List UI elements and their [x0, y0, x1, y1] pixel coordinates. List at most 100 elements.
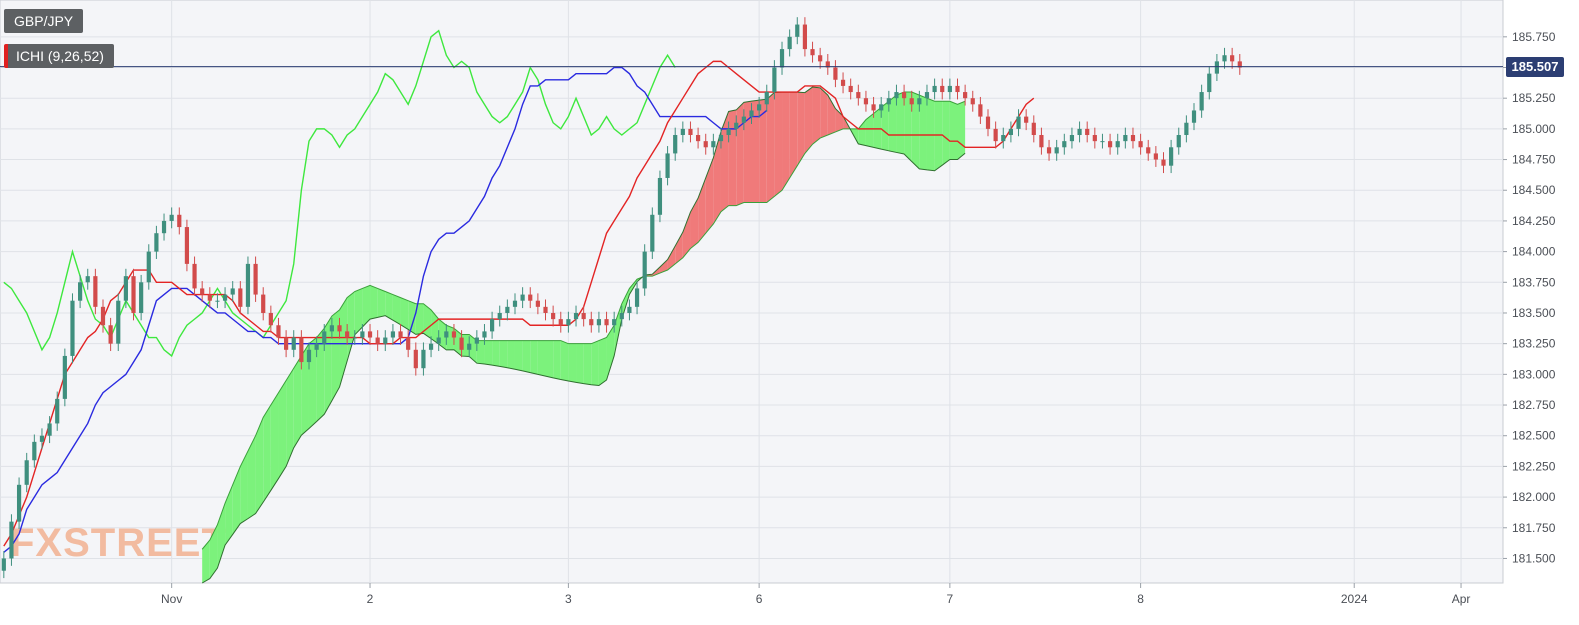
- candle-body: [795, 24, 800, 37]
- candle: [16, 477, 22, 529]
- candle-body: [360, 331, 365, 338]
- candle: [909, 90, 914, 112]
- candle: [1024, 109, 1029, 131]
- y-tick-label: 182.500: [1512, 429, 1556, 443]
- candle-body: [24, 460, 29, 485]
- cloud-segment: [751, 100, 760, 203]
- cloud-segment: [942, 101, 950, 166]
- candle-body: [627, 306, 632, 313]
- candle: [70, 293, 75, 364]
- candle-body: [161, 220, 167, 234]
- candle-body: [93, 276, 98, 307]
- candle: [406, 330, 411, 358]
- x-tick-label: 2: [367, 592, 374, 606]
- candle-body: [16, 484, 22, 522]
- candle: [764, 84, 769, 112]
- candle-body: [100, 306, 106, 326]
- candle: [1100, 133, 1105, 149]
- candle-body: [612, 319, 617, 326]
- cloud-segment: [789, 92, 798, 178]
- candle: [1001, 127, 1006, 149]
- candle-body: [177, 214, 182, 228]
- cloud-segment: [270, 392, 279, 491]
- y-tick-label: 182.750: [1512, 398, 1556, 412]
- candle-body: [474, 337, 479, 344]
- candle-body: [1024, 116, 1029, 123]
- candle: [535, 293, 540, 315]
- x-tick-label: 6: [756, 592, 763, 606]
- candle-body: [970, 98, 975, 105]
- cloud-segment: [759, 99, 767, 203]
- candle-body: [1199, 92, 1204, 111]
- candle: [1230, 47, 1235, 69]
- candle-body: [55, 398, 60, 424]
- candle: [215, 293, 220, 309]
- cloud-segment: [354, 288, 363, 335]
- candle: [467, 336, 472, 358]
- candle: [123, 268, 128, 309]
- candle-body: [657, 177, 663, 215]
- cloud-segment: [583, 343, 592, 385]
- candle: [436, 330, 441, 352]
- candle-body: [810, 49, 815, 56]
- cloud-segment: [675, 232, 683, 264]
- candle: [589, 311, 594, 333]
- candle: [970, 90, 975, 112]
- cloud-segment: [812, 87, 821, 145]
- candle-body: [482, 331, 487, 338]
- cloud-segment: [392, 294, 401, 325]
- candle: [734, 115, 739, 137]
- candle-body: [1146, 147, 1151, 154]
- candle-body: [261, 294, 266, 313]
- candle-body: [535, 300, 540, 307]
- candle-body: [1184, 122, 1189, 136]
- candle: [894, 84, 899, 106]
- candle-body: [268, 312, 273, 326]
- candle: [1138, 133, 1143, 155]
- candle: [558, 311, 563, 333]
- candle: [932, 78, 937, 100]
- cloud-segment: [774, 92, 783, 197]
- tenkan-sen-line: [3, 60, 1035, 547]
- y-tick-label: 182.000: [1512, 490, 1556, 504]
- cloud-segment: [400, 297, 409, 330]
- cloud-segment: [568, 343, 577, 383]
- candle-body: [85, 276, 90, 283]
- candle-body: [528, 294, 533, 301]
- candle-body: [734, 122, 739, 129]
- candle-body: [940, 85, 945, 93]
- candle-body: [352, 337, 357, 339]
- candle: [718, 127, 724, 149]
- candle: [787, 29, 792, 57]
- candle-body: [520, 294, 525, 301]
- cloud-segment: [911, 92, 920, 169]
- cloud-segment: [530, 340, 538, 375]
- y-tick-label: 182.250: [1512, 459, 1556, 473]
- candle: [1222, 47, 1227, 69]
- candle-body: [467, 343, 472, 350]
- candle: [871, 96, 876, 118]
- watermark-text: FXSTREET: [10, 521, 227, 565]
- candle-body: [589, 319, 594, 326]
- cloud-segment: [301, 343, 309, 436]
- candle: [703, 133, 708, 155]
- candle-body: [1062, 141, 1067, 148]
- candle: [1092, 127, 1097, 149]
- senkou-span-a-line: [201, 91, 966, 550]
- cloud-segment: [255, 417, 264, 514]
- candle-body: [1123, 135, 1128, 142]
- candle: [444, 324, 449, 345]
- cloud-segment: [865, 113, 874, 148]
- candle-body: [558, 319, 563, 326]
- y-tick-label: 184.750: [1512, 153, 1556, 167]
- candle-body: [306, 349, 312, 363]
- candle: [840, 72, 846, 94]
- candle-body: [787, 36, 792, 50]
- x-tick-label: Nov: [161, 592, 182, 606]
- candle: [497, 305, 502, 327]
- candle: [62, 348, 67, 407]
- candle: [1046, 139, 1052, 161]
- candle: [795, 17, 800, 45]
- candle-body: [848, 85, 853, 93]
